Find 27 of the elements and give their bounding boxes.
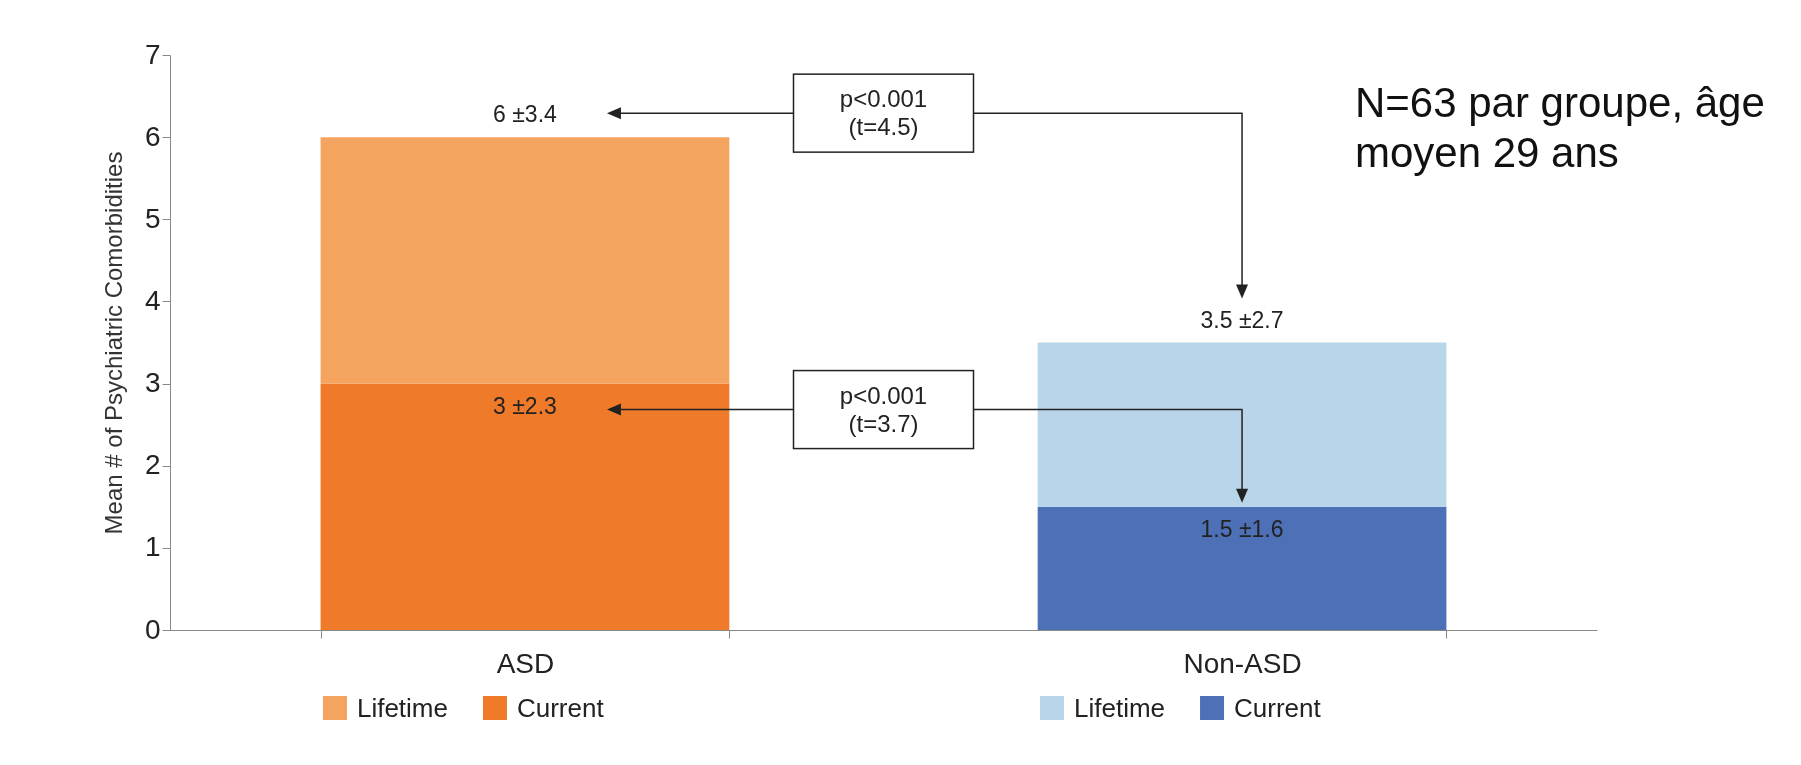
y-tick-label: 1 xyxy=(144,531,161,563)
y-tick-label: 0 xyxy=(144,613,161,645)
y-tick-label: 2 xyxy=(144,449,161,481)
note-box: p<0.001 (t=4.5) xyxy=(792,73,975,153)
y-tick-label: 7 xyxy=(144,38,161,70)
x-tick-label: Non-ASD xyxy=(1183,647,1302,679)
legend-key: Lifetime Current xyxy=(1040,693,1321,723)
x-tick-label: ASD xyxy=(496,647,555,679)
data-label: 1.5 ±1.6 xyxy=(1200,515,1284,542)
bar xyxy=(320,137,730,384)
y-tick-label: 4 xyxy=(144,284,161,316)
annotation: N=63 par groupe, âge moyen 29 ans xyxy=(1355,78,1766,178)
y-tick-label: 5 xyxy=(144,202,161,234)
note-box: p<0.001 (t=3.7) xyxy=(792,369,975,450)
data-label: 3 ±2.3 xyxy=(493,392,557,419)
bar xyxy=(1037,342,1447,507)
bar xyxy=(320,383,730,630)
y-axis-title: Mean # of Psychiatric Comorbidities xyxy=(99,151,127,535)
annotation: 6 ±3.4 xyxy=(493,101,558,128)
y-tick-label: 6 xyxy=(144,120,161,152)
bar xyxy=(1037,506,1447,630)
annotation: 3.5 ±2.7 xyxy=(1200,306,1284,333)
y-tick-label: 3 xyxy=(144,367,161,399)
legend-label: Lifetime xyxy=(356,693,448,723)
legend-label: Current xyxy=(516,693,605,723)
annotation: p<0.001 (t=4.5) xyxy=(839,85,928,141)
annotation: p<0.001 (t=3.7) xyxy=(839,381,928,437)
